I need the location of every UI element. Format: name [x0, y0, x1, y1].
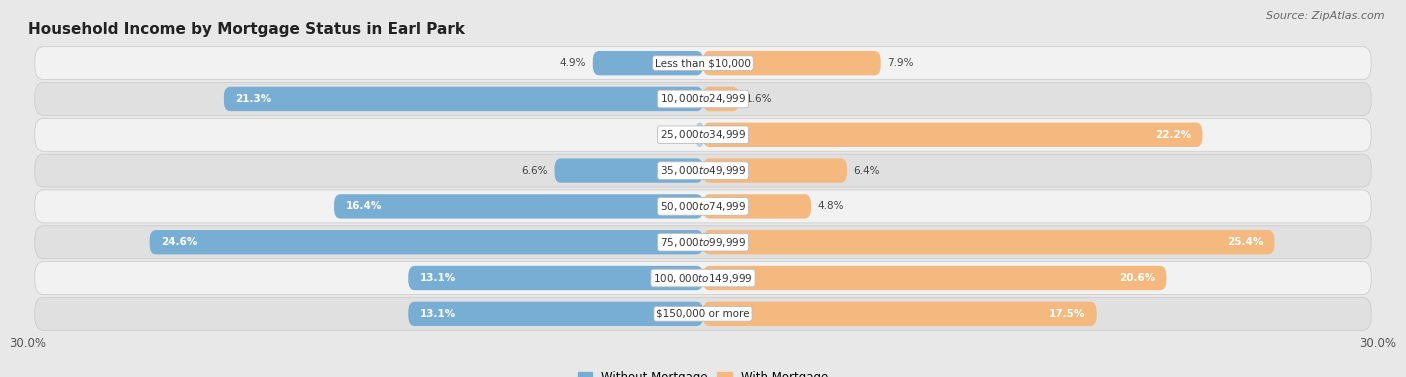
- FancyBboxPatch shape: [149, 230, 703, 254]
- FancyBboxPatch shape: [703, 51, 880, 75]
- FancyBboxPatch shape: [703, 194, 811, 219]
- FancyBboxPatch shape: [696, 123, 703, 147]
- Text: 24.6%: 24.6%: [160, 237, 197, 247]
- Text: 20.6%: 20.6%: [1119, 273, 1156, 283]
- Text: 1.6%: 1.6%: [745, 94, 772, 104]
- Text: 6.4%: 6.4%: [853, 166, 880, 176]
- FancyBboxPatch shape: [35, 190, 1371, 223]
- Text: 7.9%: 7.9%: [887, 58, 914, 68]
- FancyBboxPatch shape: [408, 302, 703, 326]
- FancyBboxPatch shape: [703, 123, 1202, 147]
- Text: 16.4%: 16.4%: [346, 201, 381, 211]
- Text: 25.4%: 25.4%: [1227, 237, 1263, 247]
- FancyBboxPatch shape: [335, 194, 703, 219]
- FancyBboxPatch shape: [703, 302, 1097, 326]
- Text: 21.3%: 21.3%: [235, 94, 271, 104]
- Legend: Without Mortgage, With Mortgage: Without Mortgage, With Mortgage: [574, 366, 832, 377]
- Text: 22.2%: 22.2%: [1154, 130, 1191, 140]
- Text: 13.1%: 13.1%: [419, 273, 456, 283]
- Text: $50,000 to $74,999: $50,000 to $74,999: [659, 200, 747, 213]
- Text: 0.0%: 0.0%: [669, 130, 695, 140]
- FancyBboxPatch shape: [35, 118, 1371, 151]
- Text: 4.9%: 4.9%: [560, 58, 586, 68]
- FancyBboxPatch shape: [35, 47, 1371, 80]
- FancyBboxPatch shape: [703, 158, 846, 183]
- FancyBboxPatch shape: [224, 87, 703, 111]
- Text: Household Income by Mortgage Status in Earl Park: Household Income by Mortgage Status in E…: [28, 22, 465, 37]
- Text: Source: ZipAtlas.com: Source: ZipAtlas.com: [1267, 11, 1385, 21]
- FancyBboxPatch shape: [703, 230, 1274, 254]
- FancyBboxPatch shape: [703, 87, 740, 111]
- Text: 17.5%: 17.5%: [1049, 309, 1085, 319]
- Text: 6.6%: 6.6%: [522, 166, 548, 176]
- Text: 13.1%: 13.1%: [419, 309, 456, 319]
- FancyBboxPatch shape: [593, 51, 703, 75]
- FancyBboxPatch shape: [408, 266, 703, 290]
- FancyBboxPatch shape: [35, 262, 1371, 294]
- FancyBboxPatch shape: [35, 154, 1371, 187]
- FancyBboxPatch shape: [554, 158, 703, 183]
- Text: $100,000 to $149,999: $100,000 to $149,999: [654, 271, 752, 285]
- FancyBboxPatch shape: [35, 83, 1371, 115]
- Text: $10,000 to $24,999: $10,000 to $24,999: [659, 92, 747, 106]
- Text: $35,000 to $49,999: $35,000 to $49,999: [659, 164, 747, 177]
- Text: $150,000 or more: $150,000 or more: [657, 309, 749, 319]
- FancyBboxPatch shape: [35, 297, 1371, 330]
- Text: 4.8%: 4.8%: [818, 201, 844, 211]
- Text: Less than $10,000: Less than $10,000: [655, 58, 751, 68]
- Text: $75,000 to $99,999: $75,000 to $99,999: [659, 236, 747, 249]
- FancyBboxPatch shape: [703, 266, 1167, 290]
- FancyBboxPatch shape: [35, 226, 1371, 259]
- Text: $25,000 to $34,999: $25,000 to $34,999: [659, 128, 747, 141]
